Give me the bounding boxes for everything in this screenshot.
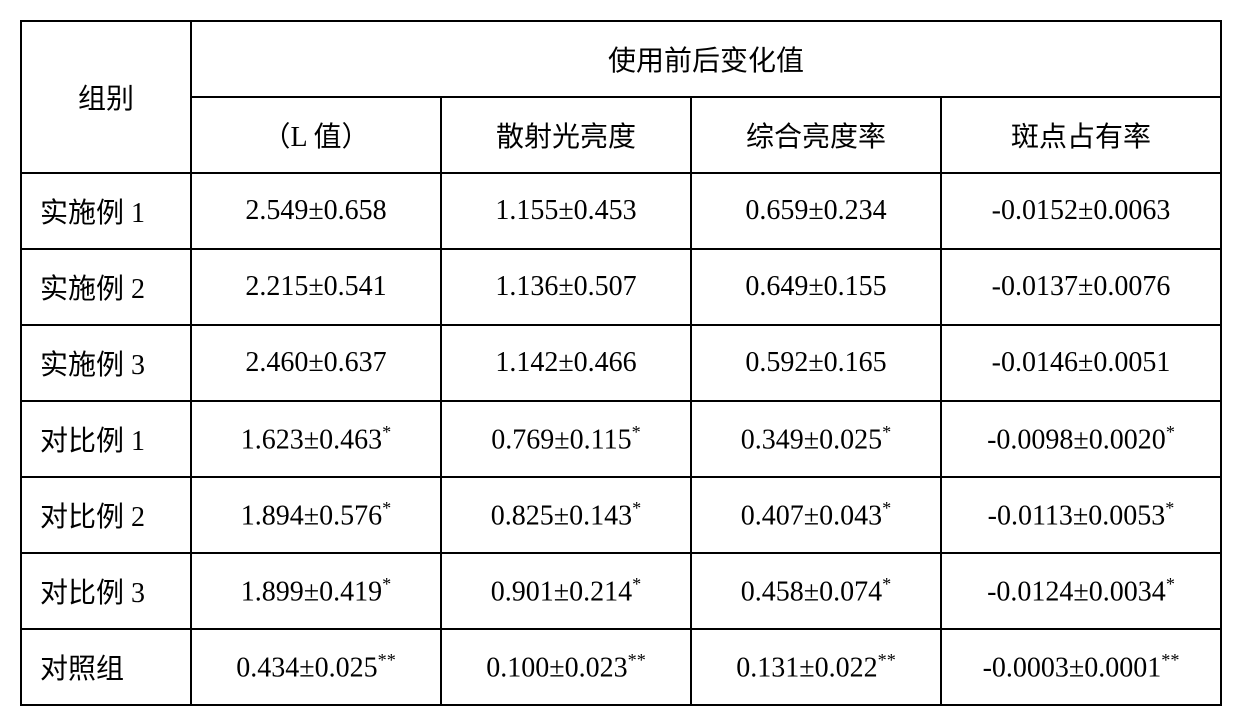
table-row: 对照组0.434±0.025**0.100±0.023**0.131±0.022… — [21, 629, 1221, 705]
header-span-title: 使用前后变化值 — [191, 21, 1221, 97]
spot-cell: -0.0003±0.0001** — [941, 629, 1221, 705]
spot-cell: -0.0113±0.0053* — [941, 477, 1221, 553]
table-row: 实施例 22.215±0.5411.136±0.5070.649±0.155-0… — [21, 249, 1221, 325]
header-group: 组别 — [21, 21, 191, 173]
spot-cell: -0.0137±0.0076 — [941, 249, 1221, 325]
spot-cell: -0.0124±0.0034* — [941, 553, 1221, 629]
group-cell: 实施例 1 — [21, 173, 191, 249]
header-l-value: （L 值） — [191, 97, 441, 173]
table-row: 对比例 21.894±0.576*0.825±0.143*0.407±0.043… — [21, 477, 1221, 553]
group-cell: 对照组 — [21, 629, 191, 705]
spot-cell: -0.0152±0.0063 — [941, 173, 1221, 249]
spot-cell: -0.0098±0.0020* — [941, 401, 1221, 477]
data-table: 组别 使用前后变化值 （L 值） 散射光亮度 综合亮度率 斑点占有率 实施例 1… — [20, 20, 1222, 706]
group-cell: 实施例 2 — [21, 249, 191, 325]
table-body: 实施例 12.549±0.6581.155±0.4530.659±0.234-0… — [21, 173, 1221, 705]
header-row-2: （L 值） 散射光亮度 综合亮度率 斑点占有率 — [21, 97, 1221, 173]
header-spot: 斑点占有率 — [941, 97, 1221, 173]
header-row-1: 组别 使用前后变化值 — [21, 21, 1221, 97]
composite-cell: 0.349±0.025* — [691, 401, 941, 477]
spot-cell: -0.0146±0.0051 — [941, 325, 1221, 401]
table-row: 实施例 12.549±0.6581.155±0.4530.659±0.234-0… — [21, 173, 1221, 249]
composite-cell: 0.659±0.234 — [691, 173, 941, 249]
group-cell: 对比例 2 — [21, 477, 191, 553]
table-row: 实施例 32.460±0.6371.142±0.4660.592±0.165-0… — [21, 325, 1221, 401]
header-composite: 综合亮度率 — [691, 97, 941, 173]
l-cell: 1.899±0.419* — [191, 553, 441, 629]
group-cell: 对比例 3 — [21, 553, 191, 629]
scatter-cell: 0.901±0.214* — [441, 553, 691, 629]
scatter-cell: 0.769±0.115* — [441, 401, 691, 477]
scatter-cell: 0.825±0.143* — [441, 477, 691, 553]
l-cell: 2.460±0.637 — [191, 325, 441, 401]
composite-cell: 0.407±0.043* — [691, 477, 941, 553]
l-cell: 2.215±0.541 — [191, 249, 441, 325]
composite-cell: 0.592±0.165 — [691, 325, 941, 401]
header-scatter: 散射光亮度 — [441, 97, 691, 173]
scatter-cell: 0.100±0.023** — [441, 629, 691, 705]
scatter-cell: 1.136±0.507 — [441, 249, 691, 325]
scatter-cell: 1.155±0.453 — [441, 173, 691, 249]
l-cell: 0.434±0.025** — [191, 629, 441, 705]
scatter-cell: 1.142±0.466 — [441, 325, 691, 401]
table-row: 对比例 11.623±0.463*0.769±0.115*0.349±0.025… — [21, 401, 1221, 477]
composite-cell: 0.649±0.155 — [691, 249, 941, 325]
l-cell: 1.894±0.576* — [191, 477, 441, 553]
composite-cell: 0.131±0.022** — [691, 629, 941, 705]
table-row: 对比例 31.899±0.419*0.901±0.214*0.458±0.074… — [21, 553, 1221, 629]
composite-cell: 0.458±0.074* — [691, 553, 941, 629]
group-cell: 对比例 1 — [21, 401, 191, 477]
l-cell: 1.623±0.463* — [191, 401, 441, 477]
l-cell: 2.549±0.658 — [191, 173, 441, 249]
group-cell: 实施例 3 — [21, 325, 191, 401]
